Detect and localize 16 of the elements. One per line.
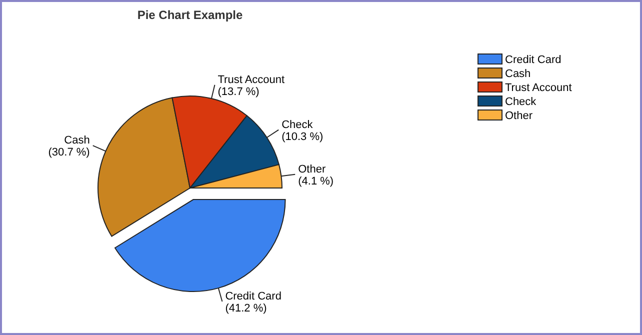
slice-label: Cash	[64, 134, 90, 147]
data-label: (30.7 %)	[48, 146, 90, 159]
legend-label: Credit Card	[505, 54, 562, 66]
data-label: (13.7 %)	[218, 86, 260, 98]
slice-label: Credit Card	[225, 290, 282, 303]
slice-label: Check	[282, 118, 314, 131]
data-label: (10.3 %)	[282, 130, 324, 143]
legend-label: Trust Account	[505, 82, 572, 94]
legend-label: Other	[505, 110, 533, 122]
data-label: (41.2 %)	[225, 302, 267, 315]
slice-label: Trust Account	[218, 74, 285, 86]
slice-label: Other	[298, 163, 326, 176]
legend-label: Cash	[505, 68, 531, 80]
data-label: (4.1 %)	[298, 175, 334, 188]
chart-title: Pie Chart Example	[137, 8, 244, 22]
legend-label: Check	[505, 96, 537, 108]
